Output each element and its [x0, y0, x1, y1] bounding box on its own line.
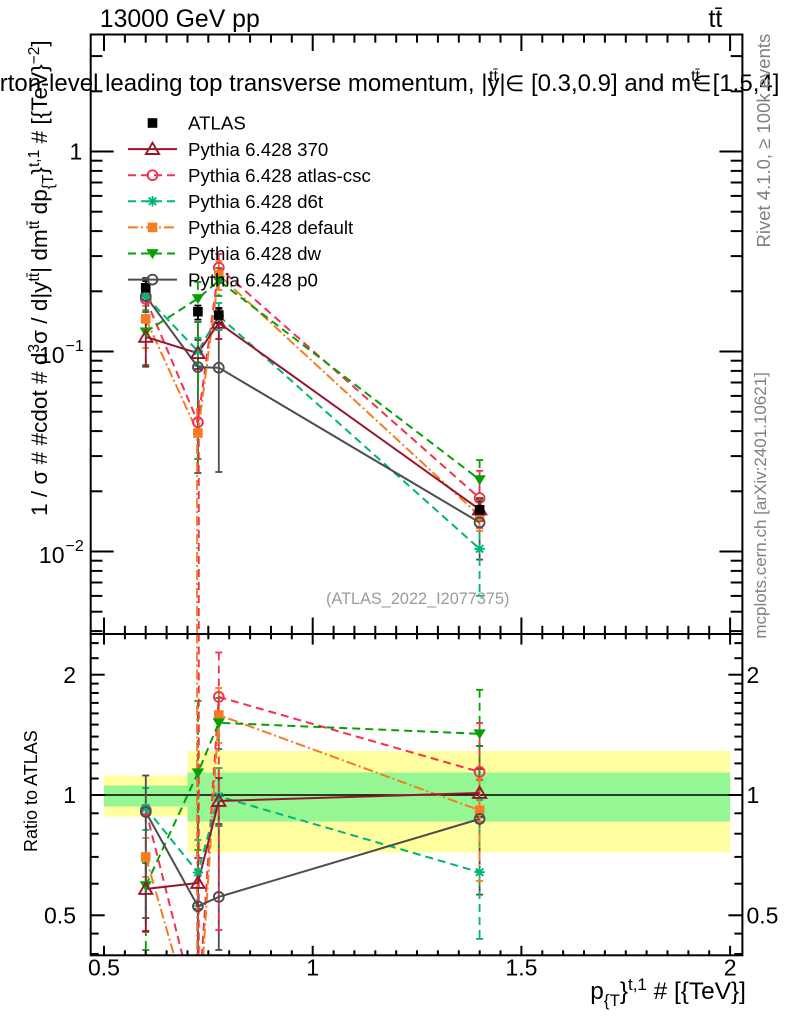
- svg-text:Pythia 6.428 atlas-csc: Pythia 6.428 atlas-csc: [188, 165, 371, 186]
- svg-text:Pythia 6.428 d6t: Pythia 6.428 d6t: [188, 191, 324, 212]
- svg-text:Pythia 6.428 dw: Pythia 6.428 dw: [188, 243, 321, 264]
- svg-text:2: 2: [63, 662, 76, 688]
- svg-text:1.5: 1.5: [505, 955, 537, 981]
- svg-text:1: 1: [63, 782, 76, 808]
- svg-text:ATLAS: ATLAS: [188, 113, 246, 134]
- svg-text:0.5: 0.5: [44, 902, 76, 928]
- svg-text:1: 1: [747, 782, 760, 808]
- svg-text:Pythia 6.428 default: Pythia 6.428 default: [188, 217, 354, 238]
- svg-text:1: 1: [70, 139, 83, 165]
- svg-text:0.5: 0.5: [88, 955, 120, 981]
- svg-text:1: 1: [306, 955, 319, 981]
- svg-text:−2: −2: [66, 538, 84, 555]
- svg-text:Rivet 4.1.0, ≥ 100k events: Rivet 4.1.0, ≥ 100k events: [753, 34, 774, 248]
- svg-text:Pythia 6.428 370: Pythia 6.428 370: [188, 139, 328, 160]
- svg-text:Pythia 6.428 p0: Pythia 6.428 p0: [188, 269, 318, 290]
- svg-text:10: 10: [39, 342, 65, 368]
- svg-text:13000 GeV pp: 13000 GeV pp: [100, 6, 260, 33]
- svg-text:2: 2: [724, 955, 737, 981]
- svg-text:0.5: 0.5: [747, 902, 779, 928]
- svg-text:Ratio to ATLAS: Ratio to ATLAS: [21, 730, 41, 852]
- svg-text:(ATLAS_2022_I2077375): (ATLAS_2022_I2077375): [326, 590, 509, 608]
- svg-text:2: 2: [747, 662, 760, 688]
- svg-text:−1: −1: [66, 338, 84, 355]
- svg-text:tt̄: tt̄: [709, 6, 723, 33]
- svg-text:mcplots.cern.ch [arXiv:2401.10: mcplots.cern.ch [arXiv:2401.10621]: [751, 372, 770, 638]
- svg-text:p{T}t,1 # [{TeV}]: p{T}t,1 # [{TeV}]: [590, 975, 746, 1010]
- svg-text:10: 10: [39, 542, 65, 568]
- svg-text:parton-level leading top trans: parton-level leading top transverse mome…: [0, 68, 779, 97]
